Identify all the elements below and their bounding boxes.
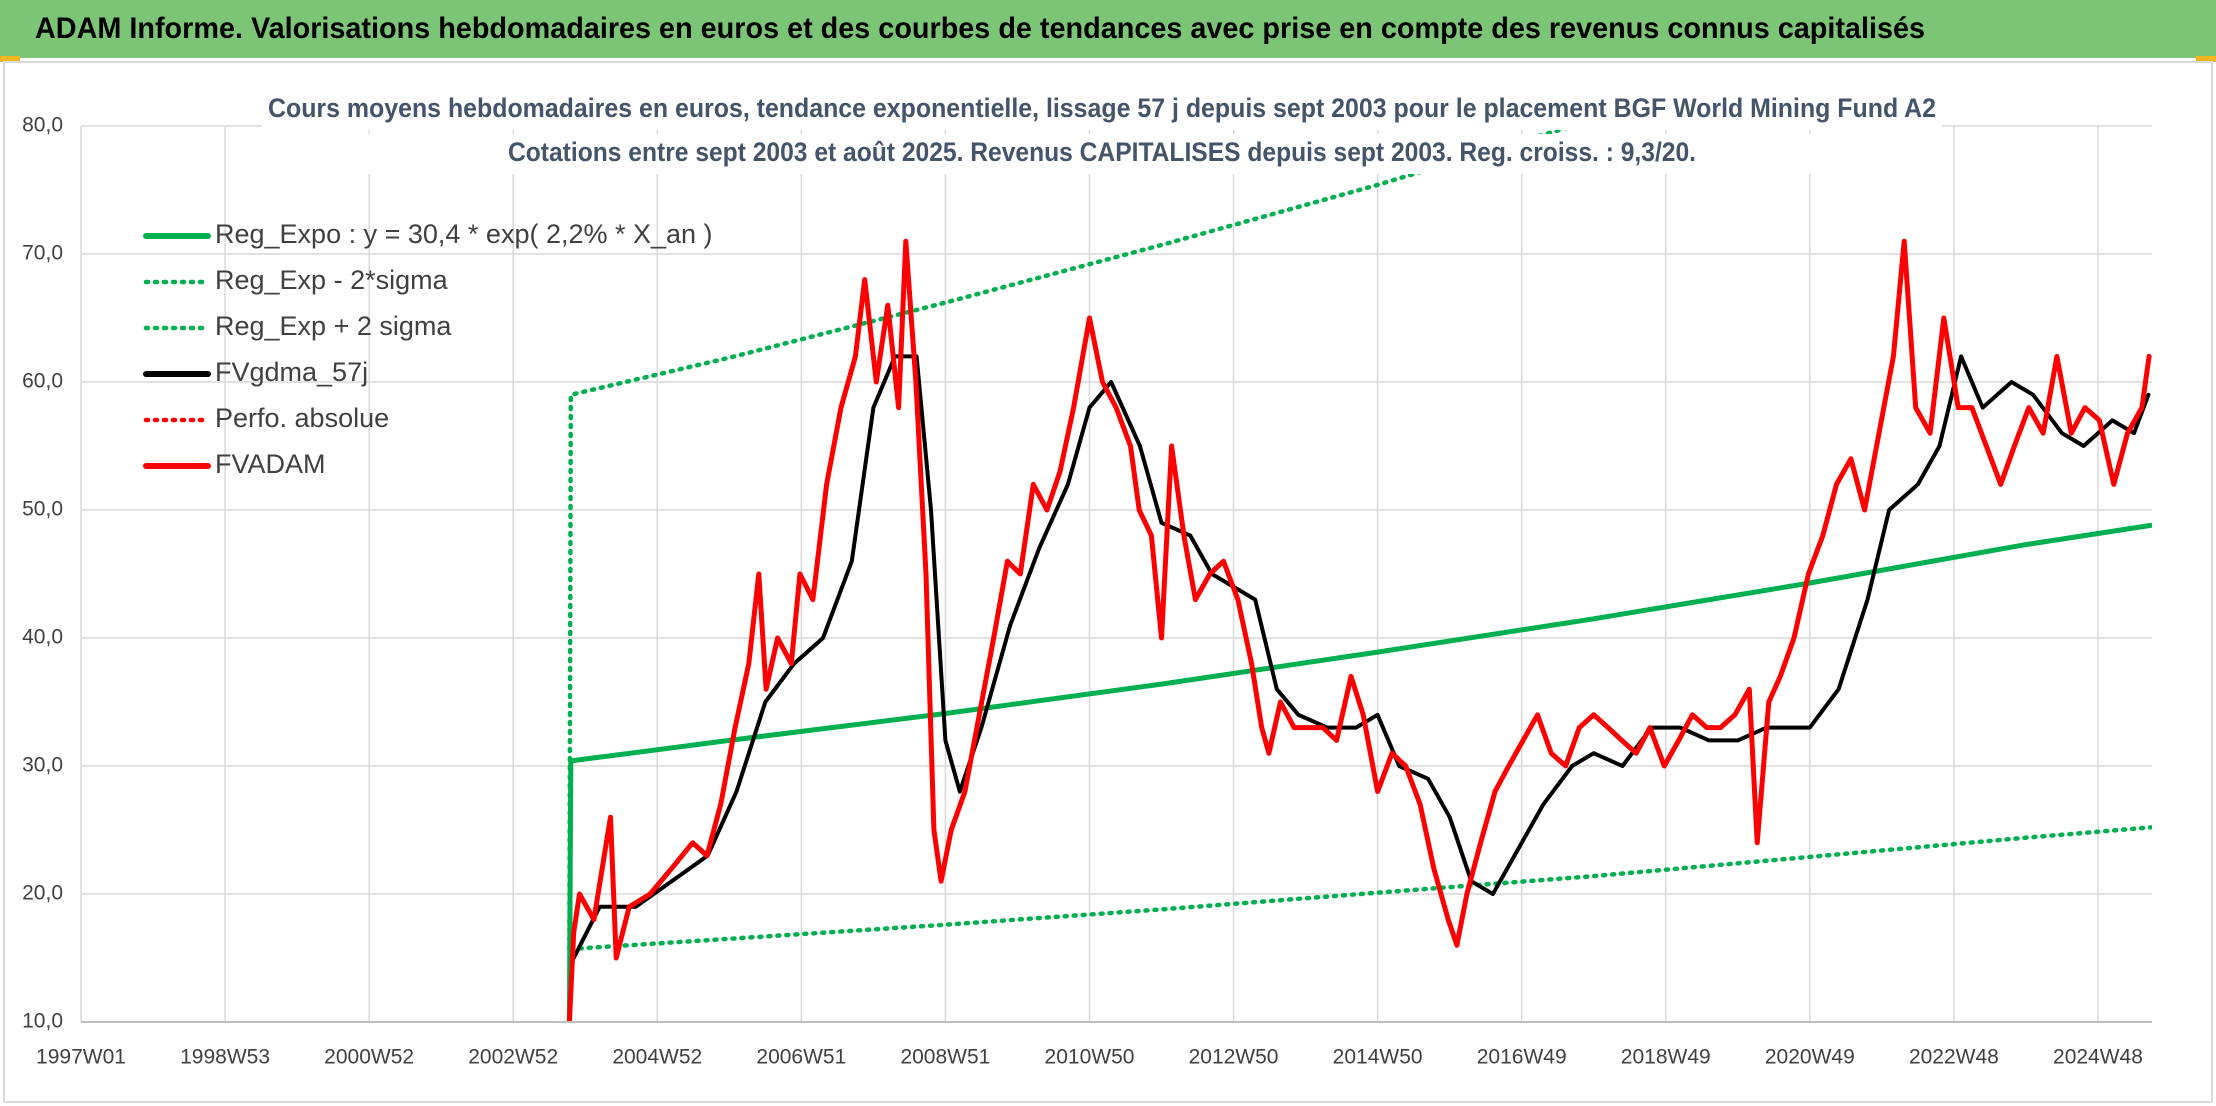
x-tick-label: 2004W52 bbox=[612, 1046, 702, 1069]
series-line bbox=[566, 238, 2152, 1022]
legend-label: Reg_Exp - 2*sigma bbox=[215, 265, 449, 295]
x-tick-label: 2008W51 bbox=[900, 1046, 990, 1069]
x-tick-label: 1998W53 bbox=[180, 1046, 270, 1069]
chart-title: ADAM Informe. Valorisations hebdomadaire… bbox=[35, 12, 1925, 45]
y-tick-label: 70,0 bbox=[22, 242, 63, 265]
chart-subtitle: Cours moyens hebdomadaires en euros, ten… bbox=[268, 93, 1936, 123]
x-tick-label: 2018W49 bbox=[1621, 1046, 1711, 1069]
legend: Reg_Expo : y = 30,4 * exp( 2,2% * X_an )… bbox=[143, 219, 713, 479]
y-tick-label: 60,0 bbox=[22, 370, 63, 393]
chart-frame bbox=[3, 61, 2213, 1103]
x-tick-label: 2006W51 bbox=[756, 1046, 846, 1069]
series-line bbox=[567, 126, 1581, 952]
x-tick-label: 2022W48 bbox=[1909, 1046, 1999, 1069]
x-tick-label: 2002W52 bbox=[468, 1046, 558, 1069]
chart-subtitle: Cotations entre sept 2003 et août 2025. … bbox=[508, 137, 1696, 167]
grid bbox=[80, 125, 2152, 1023]
x-tick-label: 2000W52 bbox=[324, 1046, 414, 1069]
x-tick-label: 2016W49 bbox=[1477, 1046, 1567, 1069]
y-tick-label: 10,0 bbox=[22, 1010, 63, 1033]
legend-label: Perfo. absolue bbox=[215, 403, 389, 433]
plot-area bbox=[566, 126, 2152, 1022]
corner-right bbox=[2196, 56, 2216, 62]
axes: 10,0 20,0 30,0 40,0 50,0 60,0 70,0 80,0 1997W01 1… bbox=[22, 114, 2152, 1069]
y-tick-label: 30,0 bbox=[22, 754, 63, 777]
subtitle-backing bbox=[262, 134, 1942, 174]
legend-label: FVgdma_57j bbox=[215, 357, 368, 387]
x-tick-label: 2010W50 bbox=[1045, 1046, 1135, 1069]
legend-label: FVADAM bbox=[215, 449, 326, 479]
series-line bbox=[568, 825, 2152, 952]
y-tick-label: 20,0 bbox=[22, 882, 63, 905]
y-tick-label: 80,0 bbox=[22, 114, 63, 137]
x-tick-label: 1997W01 bbox=[36, 1046, 126, 1069]
subtitle-backing bbox=[262, 90, 1942, 130]
y-tick-label: 40,0 bbox=[22, 626, 63, 649]
x-tick-label: 2014W50 bbox=[1333, 1046, 1423, 1069]
y-tick-label: 50,0 bbox=[22, 498, 63, 521]
title-bar bbox=[0, 0, 2216, 58]
corner-left bbox=[0, 56, 20, 62]
x-tick-label: 2012W50 bbox=[1189, 1046, 1279, 1069]
legend-label: Reg_Expo : y = 30,4 * exp( 2,2% * X_an ) bbox=[215, 219, 713, 249]
legend-label: Reg_Exp + 2 sigma bbox=[215, 311, 452, 341]
subtitles: Cours moyens hebdomadaires en euros, ten… bbox=[262, 90, 1942, 174]
x-tick-label: 2024W48 bbox=[2053, 1046, 2143, 1069]
x-tick-label: 2020W49 bbox=[1765, 1046, 1855, 1069]
series-line bbox=[566, 522, 2152, 1022]
